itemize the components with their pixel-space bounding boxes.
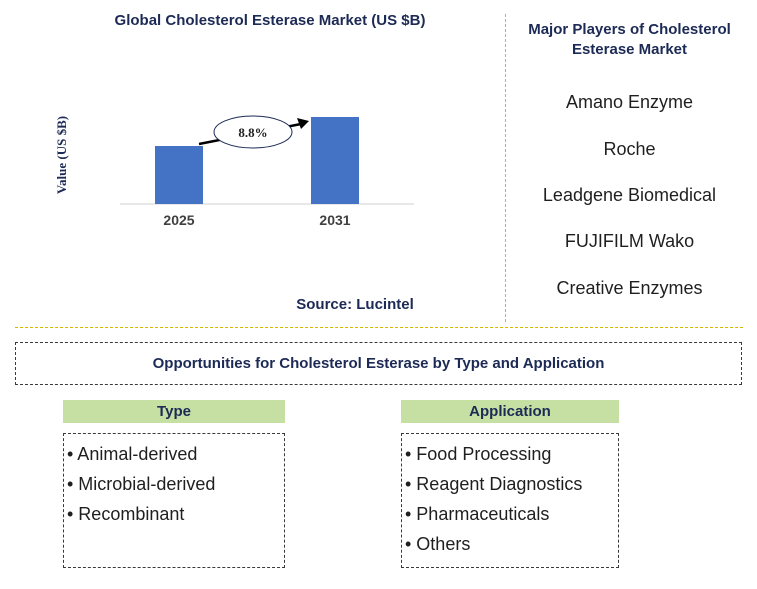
cagr-bubble [213,115,293,149]
player-item: Creative Enzymes [556,278,703,298]
bar-2025 [155,146,203,204]
x-tick-label: 2031 [319,212,350,228]
application-header-label: Application [469,403,551,420]
player-item: Leadgene Biomedical [542,185,717,205]
list-item: • Reagent Diagnostics [405,474,583,494]
list-item: • Animal-derived [67,444,198,464]
type-list: • Animal-derived • Microbial-derived • R… [63,433,285,568]
vertical-divider [505,14,506,322]
players-title: Major Players of Cholesterol Esterase Ma… [528,21,731,58]
opportunities-title-text: Opportunities for Cholesterol Esterase b… [152,355,605,372]
player-item: FUJIFILM Wako [564,231,695,251]
list-item: • Recombinant [67,504,185,524]
list-item: • Others [405,534,471,554]
player-item: Roche [603,139,656,159]
list-item: • Pharmaceuticals [405,504,550,524]
player-item: Amano Enzyme [565,92,694,112]
type-header: Type [63,400,285,423]
type-header-label: Type [157,403,191,420]
application-list: • Food Processing • Reagent Diagnostics … [401,433,619,568]
cagr-label: 8.8% [238,125,267,140]
arrow-head [297,118,309,129]
bar-2031 [311,117,359,204]
source-note: Source: Lucintel [296,296,414,313]
application-header: Application [401,400,619,423]
bar-chart: 2025 2031 8.8% [120,115,414,228]
horizontal-divider [15,327,743,328]
chart-title: Global Cholesterol Esterase Market (US $… [114,12,426,29]
x-tick-label: 2025 [163,212,194,228]
opportunities-title: Opportunities for Cholesterol Esterase b… [15,342,742,385]
list-item: • Microbial-derived [67,474,216,494]
list-item: • Food Processing [405,444,552,464]
